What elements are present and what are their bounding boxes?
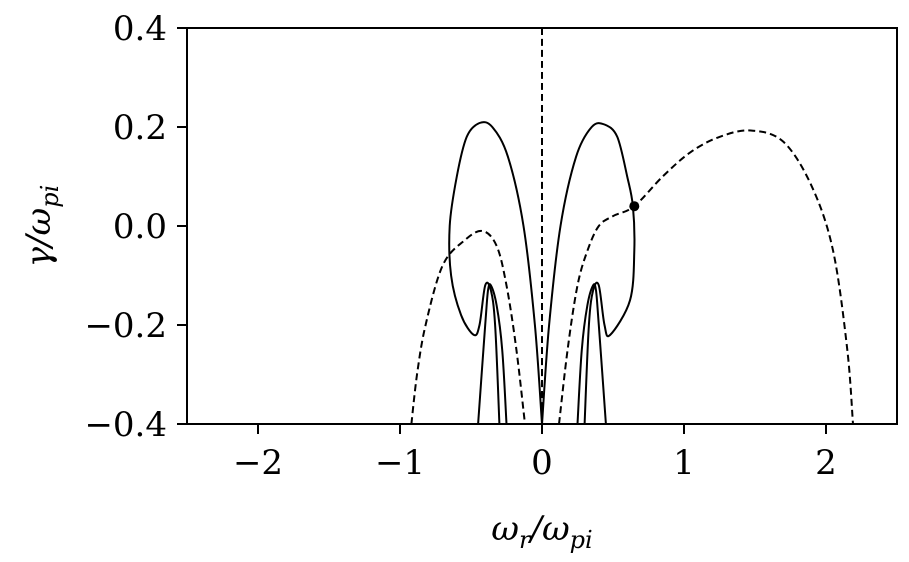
y-axis-ticks: −0.4 −0.2 0.0 0.2 0.4 [84,9,187,445]
y-tick-label: 0.0 [113,207,167,247]
series-solid-1 [541,122,636,424]
x-tick-label: −2 [233,443,283,483]
x-axis-ticks: −2 −1 0 1 2 [233,424,837,483]
y-tick-label: −0.4 [84,405,167,445]
x-axis-label: ωr​/ωpi​ [491,509,592,554]
x-tick-label: 1 [673,443,695,483]
series-solid-6 [576,283,607,424]
series-dashed-3 [410,229,526,424]
y-tick-label: 0.4 [113,9,167,49]
series-dashed-4 [558,129,854,424]
y-axis-label: γ/ωpi​ [19,185,64,268]
x-tick-label: 2 [815,443,837,483]
series-solid-5 [477,283,508,424]
marker-point [629,201,640,212]
series-solid-0 [448,121,543,424]
chart-curves [410,28,854,424]
x-tick-label: −1 [375,443,425,483]
x-tick-label: 0 [531,443,553,483]
y-tick-label: −0.2 [84,306,167,346]
y-tick-label: 0.2 [113,108,167,148]
